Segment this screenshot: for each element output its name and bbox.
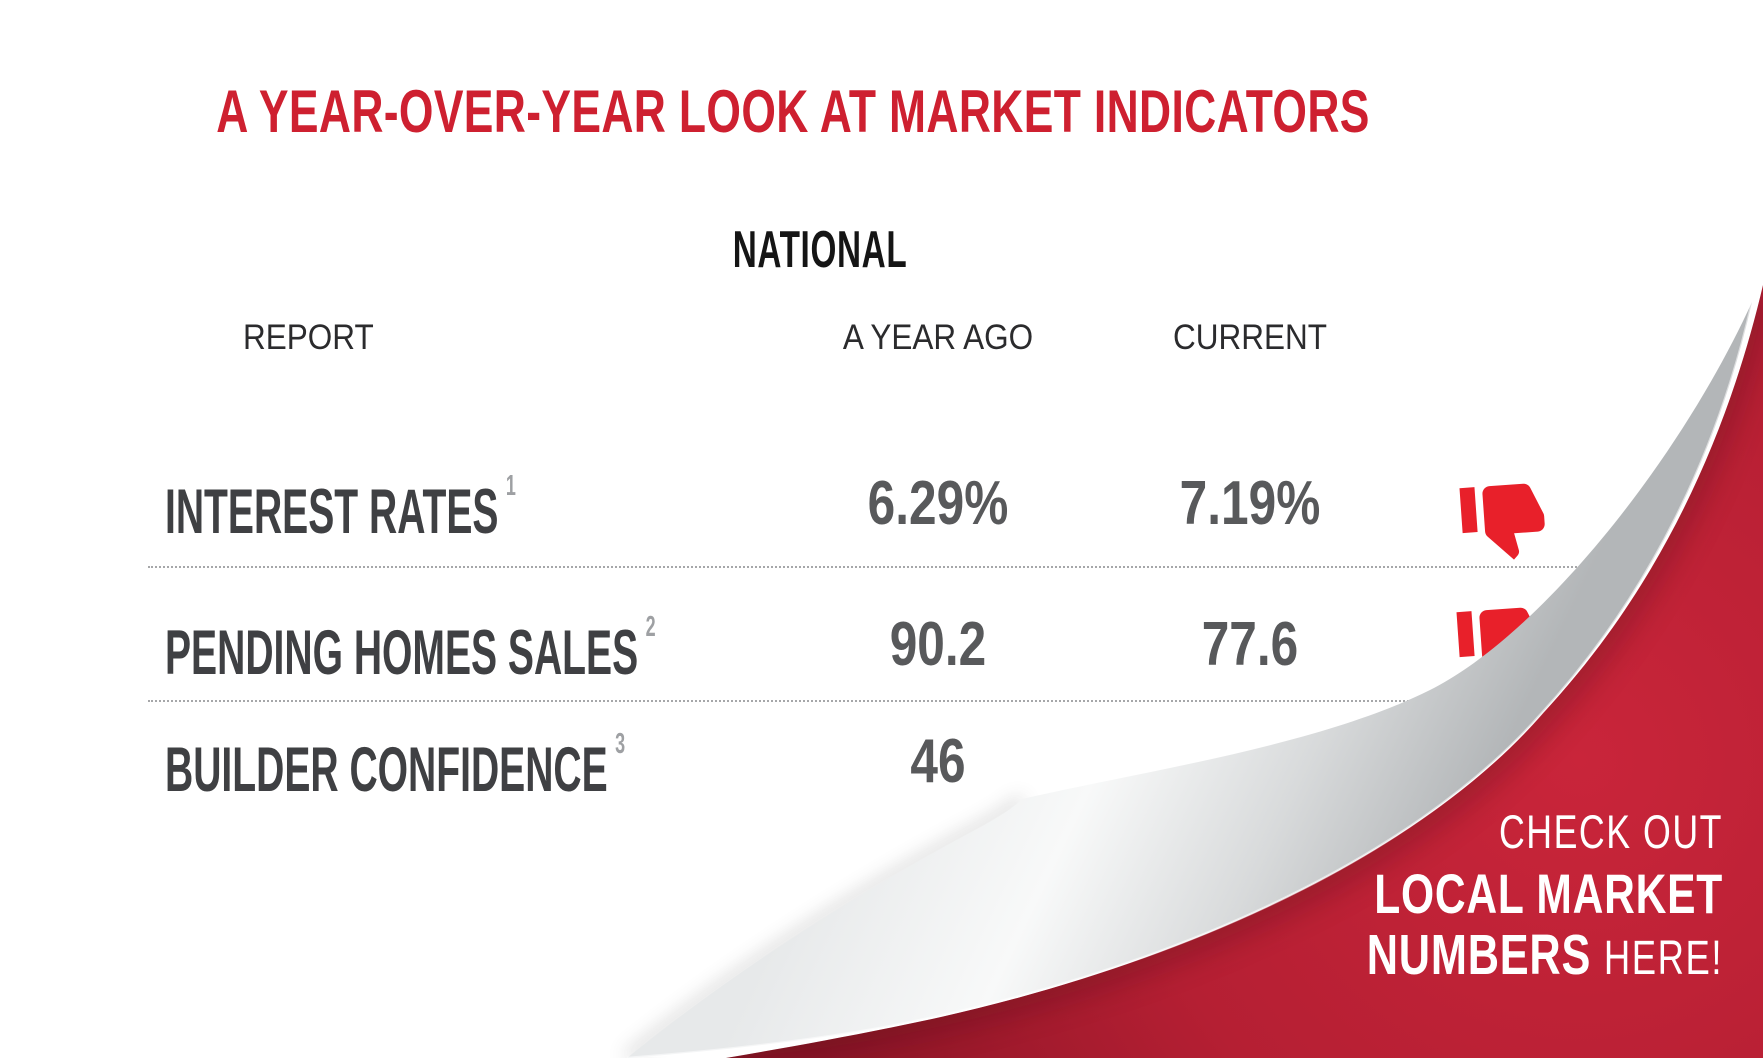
column-header-year-ago: A YEAR AGO bbox=[842, 318, 1034, 357]
value-year-ago: 46 bbox=[910, 727, 966, 796]
value-current: 7.19% bbox=[1179, 469, 1321, 538]
value-year-ago: 6.29% bbox=[867, 469, 1009, 538]
row-divider bbox=[148, 700, 1548, 702]
thumbs-down-icon bbox=[1456, 607, 1542, 684]
section-heading-national: NATIONAL bbox=[732, 221, 908, 279]
cta-line-check-out[interactable]: CHECK OUT bbox=[1498, 805, 1723, 858]
footnote-marker: 3 bbox=[615, 728, 626, 761]
footnote-marker: 2 bbox=[645, 611, 656, 644]
page-title: A YEAR-OVER-YEAR LOOK AT MARKET INDICATO… bbox=[216, 78, 1370, 145]
cta-line-numbers-here[interactable]: NUMBERS HERE! bbox=[1176, 924, 1723, 990]
row-label-text: BUILDER CONFIDENCE bbox=[165, 735, 608, 805]
thumbs-down-icon bbox=[1459, 483, 1545, 560]
row-divider bbox=[148, 566, 1588, 568]
column-header-report: REPORT bbox=[243, 318, 374, 357]
cta-here-light: HERE! bbox=[1603, 932, 1723, 985]
row-label: PENDING HOMES SALES 2 bbox=[165, 608, 656, 688]
value-year-ago: 90.2 bbox=[889, 610, 987, 679]
column-header-current: CURRENT bbox=[1172, 318, 1327, 357]
cta-numbers-bold: NUMBERS bbox=[1366, 923, 1592, 987]
footnote-marker: 1 bbox=[505, 470, 516, 503]
cta-line-local-market[interactable]: LOCAL MARKET bbox=[1374, 862, 1723, 925]
value-current: 77.6 bbox=[1201, 610, 1299, 679]
row-label: INTEREST RATES 1 bbox=[165, 467, 516, 547]
row-label-text: INTEREST RATES bbox=[165, 477, 499, 547]
row-label: BUILDER CONFIDENCE 3 bbox=[165, 725, 625, 805]
row-label-text: PENDING HOMES SALES bbox=[165, 618, 639, 688]
